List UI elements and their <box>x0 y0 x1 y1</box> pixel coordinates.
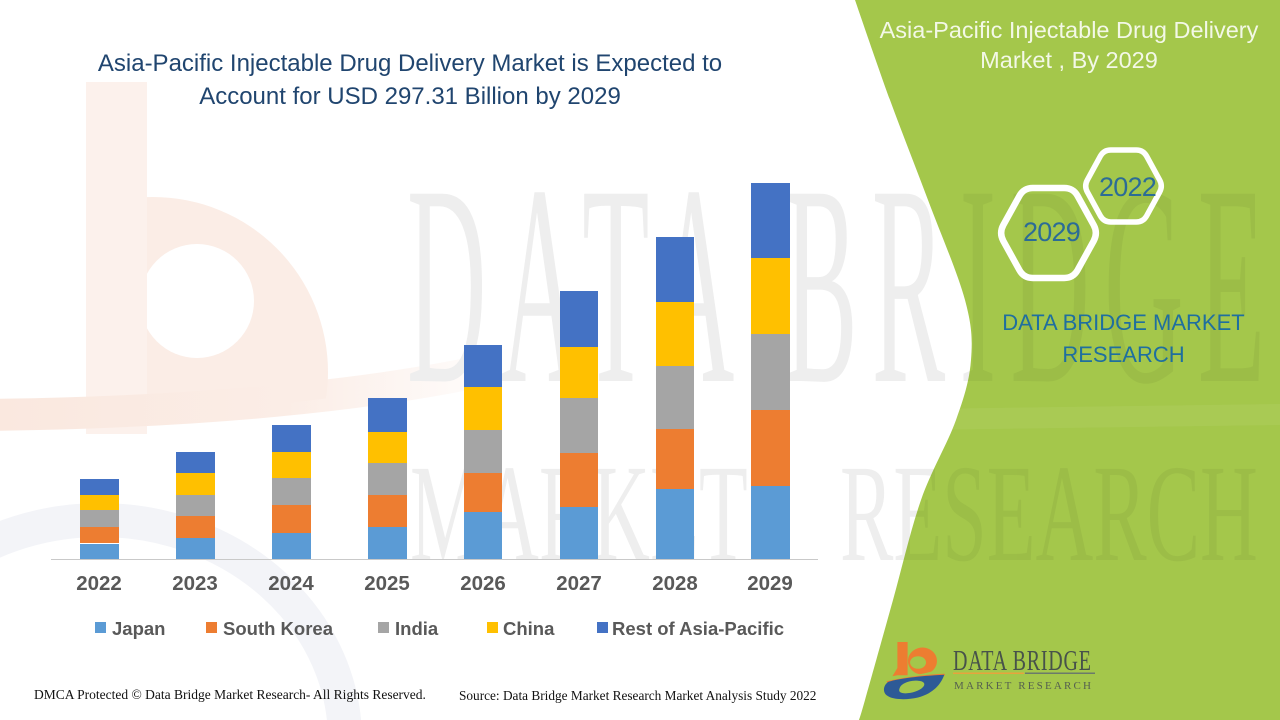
svg-text:MARKET RESEARCH: MARKET RESEARCH <box>954 680 1094 692</box>
svg-text:MARKET: MARKET <box>410 436 748 590</box>
svg-text:DATA BRIDGE: DATA BRIDGE <box>953 646 1091 677</box>
svg-text:RESEARCH: RESEARCH <box>840 436 1258 590</box>
